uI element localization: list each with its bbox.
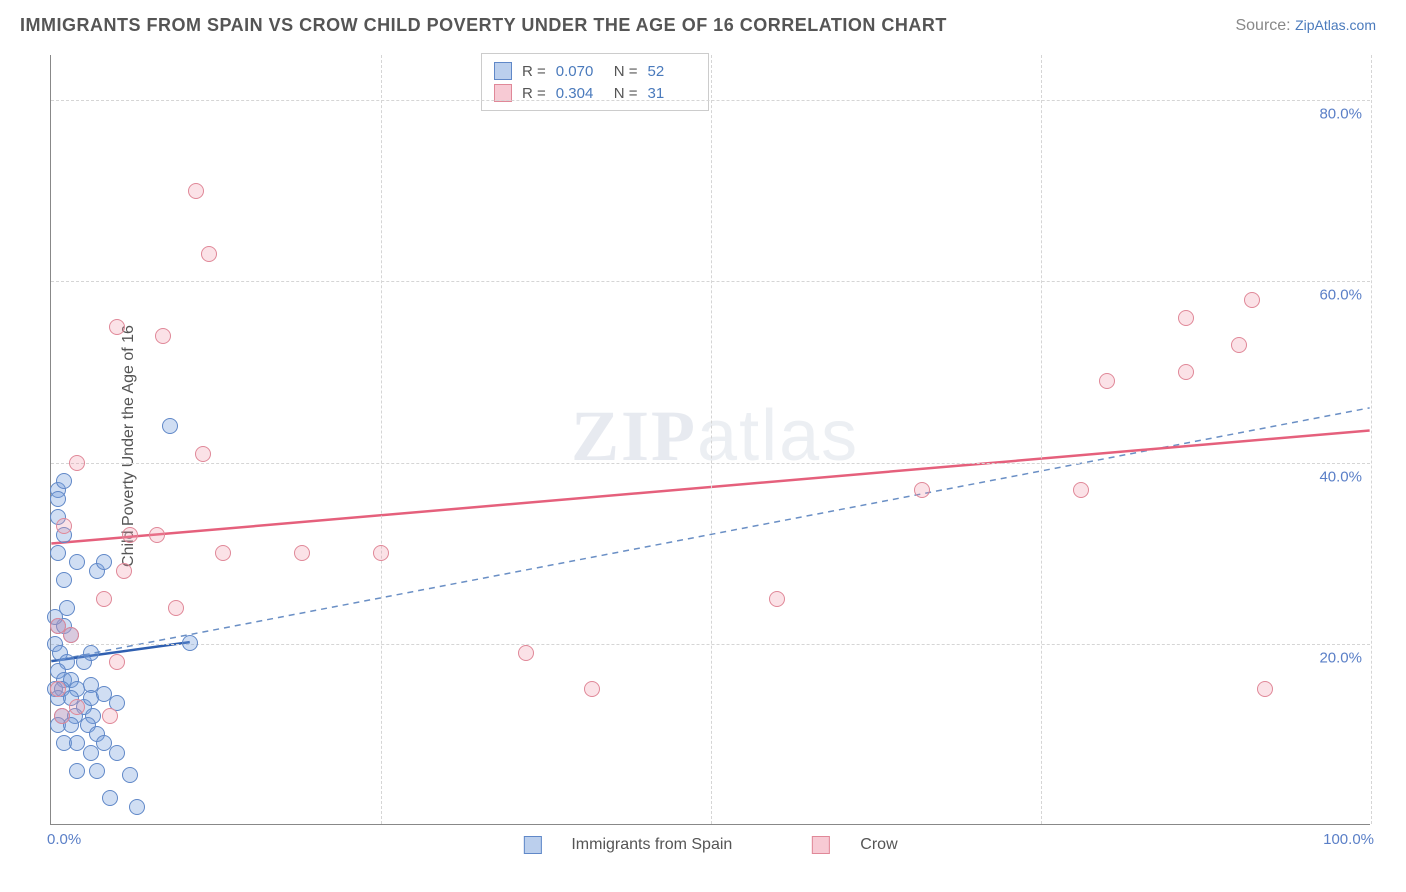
marker-blue bbox=[69, 763, 85, 779]
r-label-2: R = bbox=[522, 85, 546, 102]
y-tick-label: 40.0% bbox=[1319, 468, 1362, 485]
marker-pink bbox=[188, 183, 204, 199]
watermark-zip: ZIP bbox=[571, 396, 697, 476]
gridline-v bbox=[381, 55, 382, 824]
marker-pink bbox=[109, 319, 125, 335]
marker-pink bbox=[50, 681, 66, 697]
marker-blue bbox=[83, 745, 99, 761]
r-label-1: R = bbox=[522, 63, 546, 80]
x-tick-label: 100.0% bbox=[1323, 831, 1374, 848]
marker-blue bbox=[129, 799, 145, 815]
n-val-1: 52 bbox=[648, 63, 696, 80]
marker-pink bbox=[1099, 373, 1115, 389]
legend-label-1: Immigrants from Spain bbox=[571, 836, 732, 854]
marker-pink bbox=[1231, 337, 1247, 353]
marker-blue bbox=[89, 763, 105, 779]
gridline-v bbox=[711, 55, 712, 824]
n-val-2: 31 bbox=[648, 85, 696, 102]
marker-blue bbox=[83, 645, 99, 661]
y-tick-label: 20.0% bbox=[1319, 649, 1362, 666]
stats-row-1: R = 0.070 N = 52 bbox=[494, 60, 696, 82]
marker-pink bbox=[1178, 364, 1194, 380]
x-axis-legend: Immigrants from Spain Crow bbox=[523, 826, 897, 854]
chart-title: IMMIGRANTS FROM SPAIN VS CROW CHILD POVE… bbox=[20, 15, 947, 36]
marker-pink bbox=[69, 455, 85, 471]
n-label-2: N = bbox=[614, 85, 638, 102]
marker-pink bbox=[109, 654, 125, 670]
marker-pink bbox=[769, 591, 785, 607]
marker-pink bbox=[155, 328, 171, 344]
marker-blue bbox=[109, 745, 125, 761]
x-tick-label: 0.0% bbox=[47, 831, 81, 848]
y-tick-label: 80.0% bbox=[1319, 106, 1362, 123]
legend-label-2: Crow bbox=[860, 836, 897, 854]
marker-pink bbox=[584, 681, 600, 697]
source-credit: Source: ZipAtlas.com bbox=[1235, 17, 1376, 35]
marker-pink bbox=[201, 246, 217, 262]
marker-pink bbox=[116, 563, 132, 579]
header-row: IMMIGRANTS FROM SPAIN VS CROW CHILD POVE… bbox=[20, 15, 1376, 36]
marker-pink bbox=[1244, 292, 1260, 308]
r-val-2: 0.304 bbox=[556, 85, 604, 102]
gridline-v bbox=[1371, 55, 1372, 824]
marker-pink bbox=[122, 527, 138, 543]
marker-blue bbox=[102, 790, 118, 806]
marker-pink bbox=[149, 527, 165, 543]
marker-pink bbox=[294, 545, 310, 561]
swatch-blue-icon bbox=[494, 62, 512, 80]
marker-blue bbox=[182, 635, 198, 651]
marker-blue bbox=[122, 767, 138, 783]
marker-blue bbox=[50, 545, 66, 561]
marker-pink bbox=[168, 600, 184, 616]
y-tick-label: 60.0% bbox=[1319, 287, 1362, 304]
marker-pink bbox=[215, 545, 231, 561]
marker-pink bbox=[1257, 681, 1273, 697]
marker-pink bbox=[63, 627, 79, 643]
marker-pink bbox=[54, 708, 70, 724]
legend-swatch-blue-icon bbox=[523, 836, 541, 854]
marker-blue bbox=[69, 554, 85, 570]
marker-blue bbox=[96, 554, 112, 570]
marker-blue bbox=[56, 572, 72, 588]
gridline-v bbox=[1041, 55, 1042, 824]
marker-pink bbox=[195, 446, 211, 462]
watermark-atlas: atlas bbox=[697, 396, 859, 476]
marker-pink bbox=[102, 708, 118, 724]
r-val-1: 0.070 bbox=[556, 63, 604, 80]
watermark: ZIPatlas bbox=[571, 395, 859, 478]
source-label: Source: bbox=[1235, 17, 1290, 34]
marker-pink bbox=[56, 518, 72, 534]
stats-box: R = 0.070 N = 52 R = 0.304 N = 31 bbox=[481, 53, 709, 111]
marker-pink bbox=[1178, 310, 1194, 326]
marker-blue bbox=[162, 418, 178, 434]
marker-pink bbox=[914, 482, 930, 498]
marker-pink bbox=[69, 699, 85, 715]
marker-blue bbox=[56, 473, 72, 489]
marker-pink bbox=[96, 591, 112, 607]
marker-blue bbox=[50, 491, 66, 507]
marker-pink bbox=[1073, 482, 1089, 498]
marker-pink bbox=[518, 645, 534, 661]
marker-blue bbox=[59, 600, 75, 616]
source-link[interactable]: ZipAtlas.com bbox=[1295, 17, 1376, 33]
plot-area: ZIPatlas R = 0.070 N = 52 R = 0.304 N = … bbox=[50, 55, 1370, 825]
n-label-1: N = bbox=[614, 63, 638, 80]
marker-pink bbox=[373, 545, 389, 561]
legend-swatch-pink-icon bbox=[812, 836, 830, 854]
